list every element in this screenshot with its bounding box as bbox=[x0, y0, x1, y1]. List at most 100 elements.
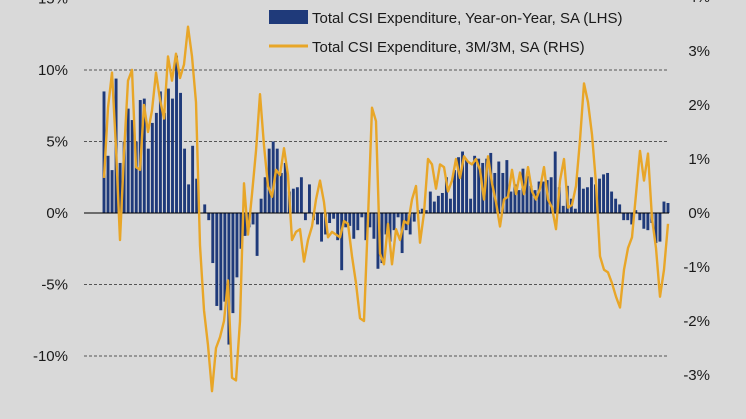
bar bbox=[428, 191, 432, 213]
bar bbox=[549, 177, 553, 213]
left-tick-label: -10% bbox=[33, 348, 68, 365]
bar bbox=[461, 151, 464, 213]
bar bbox=[336, 213, 340, 241]
bar bbox=[553, 151, 557, 213]
legend-label-bar: Total CSI Expenditure, Year-on-Year, SA … bbox=[312, 10, 622, 27]
bar bbox=[380, 213, 384, 264]
bar bbox=[638, 213, 642, 221]
bar bbox=[509, 191, 513, 213]
bar bbox=[291, 188, 295, 213]
bar bbox=[352, 213, 356, 239]
bar bbox=[517, 190, 521, 213]
bar bbox=[303, 213, 307, 221]
bar bbox=[666, 202, 670, 213]
bar bbox=[271, 141, 275, 213]
bar bbox=[376, 213, 380, 269]
bar bbox=[227, 213, 231, 345]
bar bbox=[654, 213, 658, 244]
bar bbox=[320, 213, 323, 242]
bar bbox=[457, 157, 460, 213]
bar bbox=[207, 213, 211, 221]
bar bbox=[432, 201, 436, 213]
bar bbox=[440, 192, 444, 213]
bar bbox=[368, 213, 372, 228]
legend-label-line: Total CSI Expenditure, 3M/3M, SA (RHS) bbox=[312, 39, 585, 56]
bar bbox=[372, 213, 376, 239]
bar bbox=[420, 208, 424, 213]
bar bbox=[477, 158, 481, 213]
bar bbox=[328, 213, 332, 224]
bar bbox=[642, 213, 646, 229]
bar bbox=[154, 112, 158, 213]
bar bbox=[195, 178, 199, 213]
bar bbox=[340, 213, 344, 271]
bar bbox=[469, 198, 473, 213]
bar bbox=[102, 91, 106, 213]
bar bbox=[590, 177, 593, 213]
bar bbox=[561, 205, 565, 213]
bar bbox=[142, 98, 146, 213]
legend: Total CSI Expenditure, Year-on-Year, SA … bbox=[269, 10, 622, 56]
bar bbox=[162, 112, 166, 213]
right-tick-label: 1% bbox=[688, 151, 710, 168]
bar bbox=[529, 185, 533, 213]
bar bbox=[364, 213, 368, 241]
bar bbox=[630, 213, 634, 225]
bar bbox=[360, 213, 364, 218]
bar bbox=[610, 191, 614, 213]
bar bbox=[235, 213, 239, 278]
bar bbox=[581, 188, 585, 213]
bar bbox=[626, 213, 630, 221]
bar bbox=[255, 213, 259, 256]
bar bbox=[223, 213, 227, 302]
bar bbox=[251, 213, 255, 225]
left-tick-label: 5% bbox=[46, 134, 68, 151]
left-axis-ticks: 15% 10% 5% 0% -5% -10% bbox=[33, 0, 68, 365]
bar bbox=[167, 88, 170, 213]
right-tick-label: -1% bbox=[683, 259, 710, 276]
right-tick-label: -3% bbox=[683, 367, 710, 384]
bar bbox=[594, 184, 597, 213]
bar bbox=[191, 145, 195, 213]
bar bbox=[444, 177, 448, 213]
bar bbox=[392, 213, 396, 231]
bar bbox=[211, 213, 215, 264]
bar bbox=[316, 213, 319, 225]
bar bbox=[465, 160, 469, 213]
bar bbox=[577, 177, 581, 213]
bar bbox=[537, 181, 541, 213]
bar bbox=[146, 148, 150, 213]
bar bbox=[533, 190, 537, 213]
bar bbox=[219, 213, 223, 311]
bar bbox=[348, 213, 352, 226]
bar bbox=[308, 184, 311, 213]
bar bbox=[497, 161, 501, 213]
bar bbox=[396, 213, 400, 218]
bar bbox=[356, 213, 360, 231]
bar bbox=[449, 198, 452, 213]
bar bbox=[175, 55, 178, 214]
bar bbox=[183, 148, 187, 213]
bar bbox=[658, 213, 662, 242]
right-tick-label: 3% bbox=[688, 43, 710, 60]
bar bbox=[424, 210, 428, 213]
bar bbox=[106, 155, 110, 213]
bar bbox=[171, 98, 174, 213]
bar bbox=[130, 120, 134, 213]
bar bbox=[525, 175, 529, 213]
line-series bbox=[102, 25, 670, 393]
bar bbox=[436, 195, 440, 213]
left-tick-label: 0% bbox=[46, 205, 68, 222]
bar bbox=[295, 187, 299, 213]
bar bbox=[634, 210, 638, 213]
bar bbox=[606, 172, 610, 213]
bar bbox=[134, 141, 138, 213]
bar bbox=[598, 178, 601, 213]
bar bbox=[279, 172, 283, 213]
bar bbox=[388, 213, 392, 242]
bar bbox=[299, 177, 303, 213]
bar bbox=[513, 184, 517, 213]
left-tick-label: 10% bbox=[38, 62, 68, 79]
bar-series bbox=[102, 55, 670, 345]
